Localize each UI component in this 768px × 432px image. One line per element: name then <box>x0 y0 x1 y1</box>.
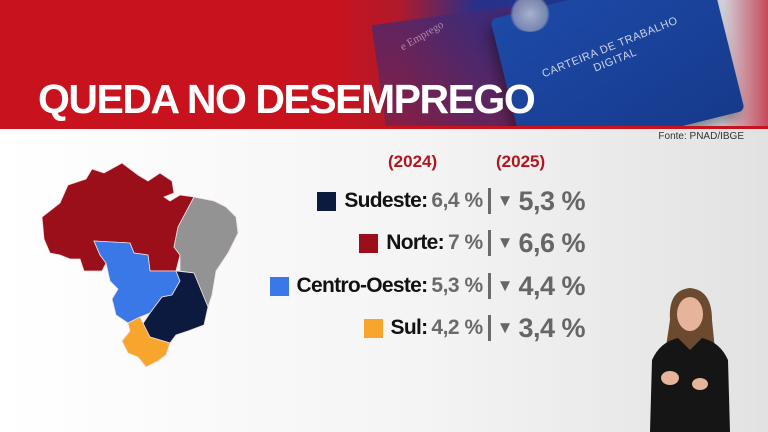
banner-divider <box>0 126 768 129</box>
sign-language-interpreter <box>650 288 730 432</box>
region-row-centro-oeste: Centro-Oeste: 5,3 % ▼ 4,4 % <box>269 270 585 302</box>
column-header-2024: (2024) <box>388 152 438 171</box>
map-region-nordeste <box>173 196 239 309</box>
page-title: QUEDA NO DESEMPREGO <box>38 76 536 122</box>
header-banner: e Emprego CARTEIRA DE TRABALHO DIGITAL Q… <box>0 0 768 128</box>
legend-swatch-norte <box>359 233 379 253</box>
legend-swatch-sudeste <box>317 191 337 211</box>
legend-swatch-centro-oeste <box>269 276 289 296</box>
value-2025: 5,3 % <box>518 185 585 216</box>
column-separator <box>487 273 491 299</box>
legend-swatch-sul <box>363 318 383 338</box>
value-2025: 6,6 % <box>518 227 585 258</box>
decrease-arrow-icon: ▼ <box>496 233 514 252</box>
map-region-sul <box>121 316 171 368</box>
value-2024: 4,2 % <box>431 316 483 339</box>
region-label: Norte: <box>386 231 444 254</box>
source-label: Fonte: PNAD/IBGE <box>658 131 744 142</box>
column-header-2025: (2025) <box>496 152 546 171</box>
region-label: Centro-Oeste: <box>296 274 429 297</box>
value-2025: 3,4 % <box>518 312 585 343</box>
region-label: Sul: <box>390 316 429 339</box>
column-separator <box>487 230 491 256</box>
brazil-regions-map <box>41 162 239 368</box>
value-2024: 6,4 % <box>431 189 483 212</box>
value-2024: 5,3 % <box>431 274 483 297</box>
value-2024: 7 % <box>447 231 483 254</box>
value-2025: 4,4 % <box>518 270 585 301</box>
coat-of-arms-icon <box>508 0 552 32</box>
region-label: Sudeste: <box>344 189 428 212</box>
column-separator <box>487 315 491 341</box>
decrease-arrow-icon: ▼ <box>496 318 514 337</box>
column-separator <box>487 188 491 214</box>
region-row-norte: Norte: 7 % ▼ 6,6 % <box>359 227 585 259</box>
region-row-sul: Sul: 4,2 % ▼ 3,4 % <box>363 312 585 344</box>
decrease-arrow-icon: ▼ <box>496 276 514 295</box>
region-row-sudeste: Sudeste: 6,4 % ▼ 5,3 % <box>317 185 585 217</box>
decrease-arrow-icon: ▼ <box>496 191 514 210</box>
